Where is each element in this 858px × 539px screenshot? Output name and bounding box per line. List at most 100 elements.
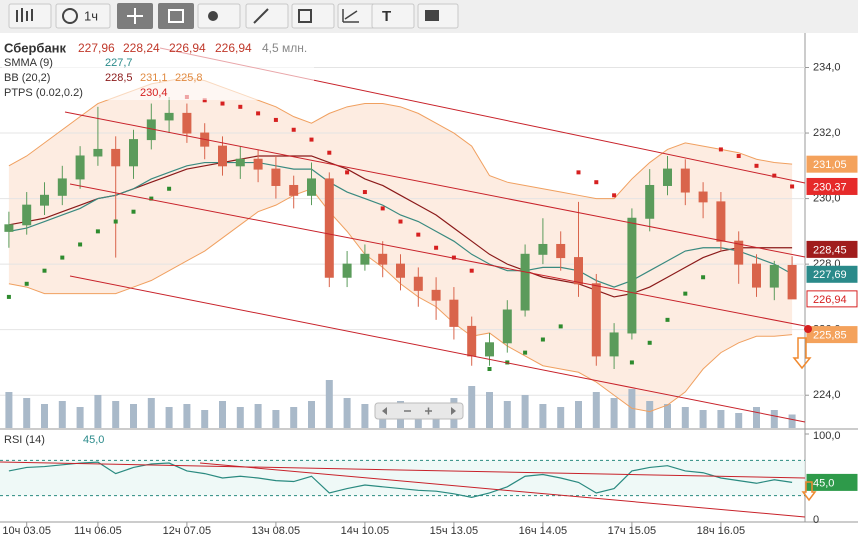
ptps-dot bbox=[345, 170, 350, 175]
candle-body bbox=[680, 168, 690, 193]
indicator-button[interactable] bbox=[158, 3, 194, 29]
ptps-dot bbox=[540, 337, 545, 342]
price-tag-label: 231,05 bbox=[813, 159, 847, 171]
text-tool-button[interactable] bbox=[371, 3, 415, 29]
candle-body bbox=[485, 342, 494, 357]
ptps-dot bbox=[24, 281, 29, 286]
volume-bar bbox=[254, 404, 262, 428]
candle-body bbox=[182, 112, 192, 134]
text-tool-label: T bbox=[382, 8, 391, 25]
ptps-dot bbox=[736, 153, 741, 158]
indicator-value: 225,8 bbox=[175, 72, 203, 84]
candle-body bbox=[4, 224, 14, 232]
price-tag-label: 230,37 bbox=[813, 181, 847, 193]
ptps-dot bbox=[273, 117, 278, 122]
candle-body bbox=[75, 155, 85, 180]
x-tick-label: 14ч 10.05 bbox=[341, 525, 390, 537]
volume-bar bbox=[361, 404, 369, 428]
ptps-dot bbox=[701, 275, 706, 280]
ptps-dot bbox=[131, 209, 136, 214]
x-tick-label: 16ч 14.05 bbox=[519, 525, 568, 537]
candle-body bbox=[57, 178, 67, 196]
candle-body bbox=[413, 276, 423, 291]
ptps-dot bbox=[6, 294, 11, 299]
volume-bar bbox=[753, 407, 760, 428]
price-tag-label: 228,45 bbox=[813, 244, 847, 256]
indicator-value: 231,1 bbox=[140, 72, 168, 84]
ptps-dot bbox=[113, 219, 118, 224]
price-tag-label: 225,85 bbox=[813, 330, 847, 342]
smma-line bbox=[8, 161, 793, 288]
ptps-dot bbox=[238, 104, 243, 109]
candle-body bbox=[431, 289, 441, 301]
ptps-dot bbox=[790, 184, 795, 189]
candle-body bbox=[164, 112, 174, 121]
indicator-name: RSI (14) bbox=[4, 434, 45, 446]
volume-bar bbox=[201, 410, 209, 428]
candle-body bbox=[129, 139, 138, 167]
volume-value: 4,5 млн. bbox=[262, 41, 307, 55]
ptps-dot bbox=[612, 193, 617, 198]
x-tick-label: 18ч 16.05 bbox=[697, 525, 746, 537]
candle-body bbox=[235, 158, 245, 167]
x-tick-label: 12ч 07.05 bbox=[163, 525, 212, 537]
ptps-dot bbox=[220, 101, 225, 106]
candle-body bbox=[378, 253, 388, 265]
ohlc-value: 226,94 bbox=[215, 41, 252, 55]
volume-bar bbox=[112, 401, 120, 428]
interval-label: 1ч bbox=[84, 8, 98, 23]
x-tick-label: 13ч 08.05 bbox=[252, 525, 301, 537]
volume-bar bbox=[23, 398, 31, 428]
volume-bar bbox=[58, 401, 66, 428]
chart-type-button[interactable] bbox=[8, 3, 52, 29]
x-tick-label: 10ч 03.05 bbox=[2, 525, 51, 537]
candle-body bbox=[734, 240, 744, 265]
ptps-dot bbox=[202, 98, 207, 103]
volume-bar bbox=[147, 398, 155, 428]
scroll-bar[interactable] bbox=[374, 402, 464, 420]
toolbar-buttons: 1ч T bbox=[8, 3, 459, 29]
legend: Сбербанк 227,96 228,24 226,94 226,94 4,5… bbox=[2, 40, 314, 446]
volume-bar bbox=[219, 401, 226, 428]
icon bbox=[253, 8, 269, 24]
volume-bar bbox=[236, 407, 244, 428]
candle-body bbox=[342, 263, 352, 278]
ptps-dot bbox=[647, 340, 652, 345]
x-tick-label: 17ч 15.05 bbox=[608, 525, 657, 537]
line-tool-button[interactable] bbox=[245, 3, 289, 29]
volume-bar bbox=[575, 401, 582, 428]
alert-marker[interactable] bbox=[804, 325, 812, 333]
candle-body bbox=[271, 168, 281, 186]
rsi-trend-line bbox=[0, 461, 806, 479]
ptps-dot bbox=[451, 255, 456, 260]
icon bbox=[298, 9, 312, 23]
icon bbox=[342, 9, 359, 23]
volume-bar bbox=[788, 414, 796, 428]
rsi-tick-label: 100,0 bbox=[813, 430, 841, 442]
rsi-zone bbox=[0, 460, 805, 496]
indicator-name: SMMA (9) bbox=[4, 57, 53, 69]
candle-body bbox=[396, 263, 405, 278]
price-tag-label: 45,0 bbox=[813, 477, 834, 489]
rsi-trend-line bbox=[199, 462, 806, 518]
ptps-dot bbox=[683, 291, 688, 296]
candle-body bbox=[591, 283, 601, 357]
volume-bar bbox=[183, 404, 191, 428]
price-tag-label: 226,94 bbox=[813, 294, 847, 306]
volume-bar bbox=[735, 413, 743, 428]
signal-arrow bbox=[792, 337, 812, 370]
volume-bar bbox=[610, 398, 618, 428]
volume-bar bbox=[664, 404, 671, 428]
indicator-value: 45,0 bbox=[83, 434, 104, 446]
rsi-tick-label: 0 bbox=[813, 514, 819, 526]
candle-body bbox=[787, 264, 797, 300]
settings-button[interactable] bbox=[197, 3, 241, 29]
volume-bar bbox=[5, 392, 13, 428]
interval-button[interactable] bbox=[55, 3, 111, 29]
scroll-control bbox=[374, 402, 464, 420]
candle-body bbox=[360, 253, 370, 265]
ptps-dot bbox=[291, 127, 296, 132]
candle-body bbox=[218, 145, 227, 167]
zoom-icons bbox=[404, 407, 432, 415]
